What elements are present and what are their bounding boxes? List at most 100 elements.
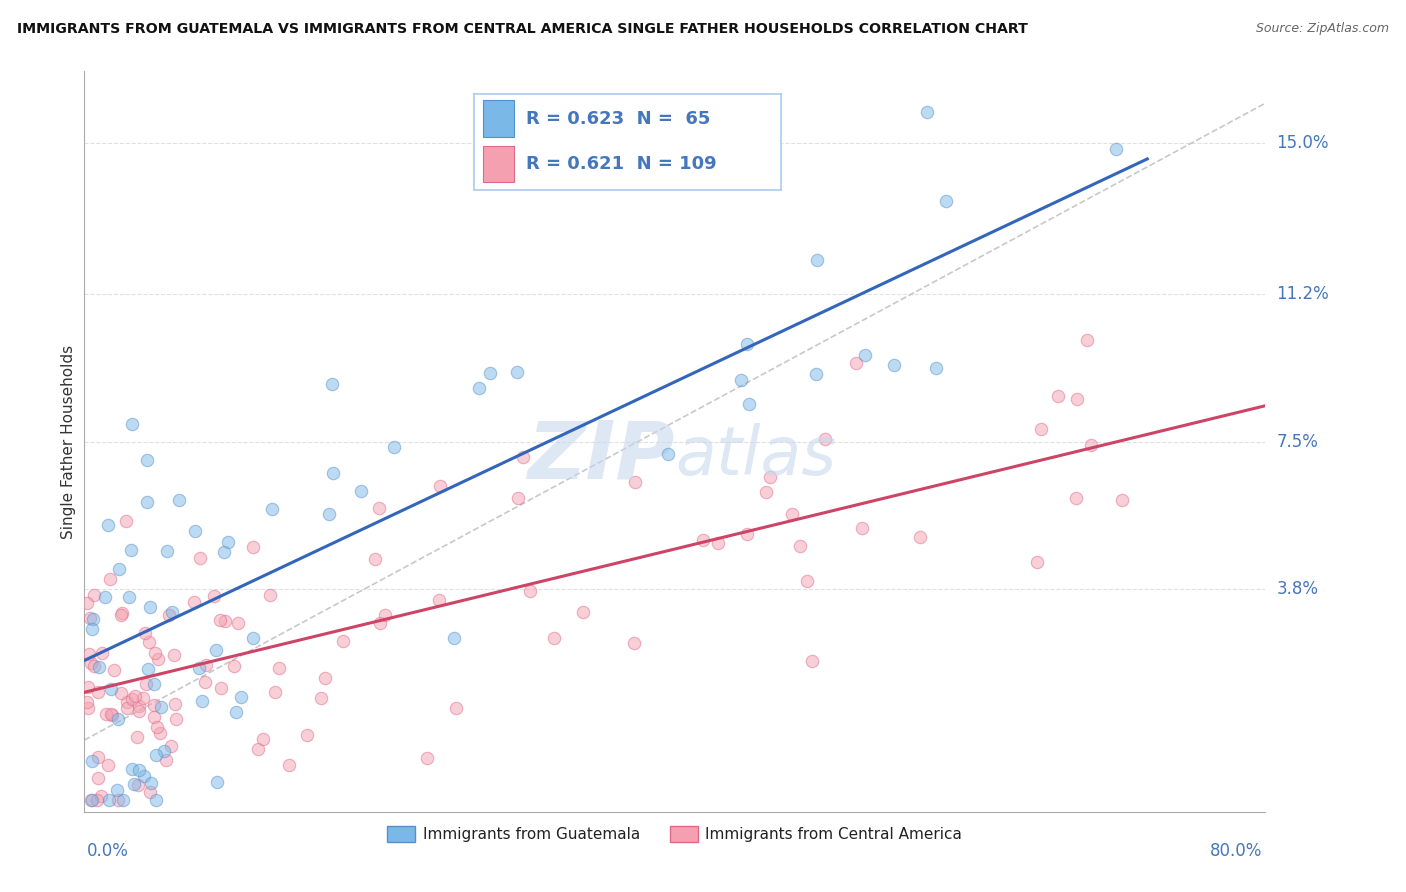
Y-axis label: Single Father Households: Single Father Households [60,344,76,539]
Point [851,521,873,535]
Point [121,691,143,706]
Text: ZIP: ZIP [527,417,675,495]
Point [1064,491,1087,505]
Point [1080,438,1102,452]
Text: 0.0%: 0.0% [87,842,129,860]
Point [623,635,645,649]
Point [1047,389,1070,403]
Point [267,661,290,675]
Point [155,754,177,768]
Point [1105,142,1128,156]
Point [297,727,319,741]
Point [79,611,101,625]
Point [149,726,172,740]
Point [121,417,143,431]
Point [368,501,391,516]
Point [110,607,132,622]
Point [87,771,110,785]
Point [758,470,780,484]
Point [97,518,120,533]
Point [226,615,249,630]
Point [97,757,120,772]
Point [155,544,177,558]
Point [160,739,183,754]
Point [214,614,236,628]
Point [429,479,451,493]
Point [259,588,281,602]
Point [204,643,226,657]
Point [209,681,232,695]
Point [83,588,105,602]
Point [135,495,157,509]
Point [242,540,264,554]
Point [623,475,645,489]
Point [87,750,110,764]
Point [801,655,824,669]
Point [101,708,124,723]
Point [128,705,150,719]
Point [191,694,214,708]
Point [908,530,931,544]
Text: IMMIGRANTS FROM GUATEMALA VS IMMIGRANTS FROM CENTRAL AMERICA SINGLE FATHER HOUSE: IMMIGRANTS FROM GUATEMALA VS IMMIGRANTS … [17,22,1028,37]
Point [77,648,100,662]
Point [194,674,217,689]
Text: 3.8%: 3.8% [1277,580,1319,598]
Point [917,104,939,119]
Point [149,699,172,714]
Point [94,706,117,721]
Point [332,633,354,648]
Point [184,524,207,538]
Point [183,595,205,609]
Point [83,659,105,673]
Point [127,731,149,745]
Point [105,782,128,797]
Point [278,758,301,772]
Point [657,447,679,461]
Text: 80.0%: 80.0% [1211,842,1263,860]
Text: Source: ZipAtlas.com: Source: ZipAtlas.com [1256,22,1389,36]
Point [115,700,138,714]
Point [76,696,98,710]
Point [519,584,541,599]
Point [94,590,117,604]
Point [90,789,112,804]
Point [225,706,247,720]
Point [242,631,264,645]
Point [115,514,138,528]
Point [108,561,131,575]
Point [1031,422,1053,436]
Point [80,656,103,670]
Point [427,593,450,607]
Point [883,359,905,373]
Point [118,590,141,604]
Point [194,658,217,673]
Point [707,536,730,550]
Point [363,552,385,566]
Point [138,600,160,615]
Point [91,646,114,660]
Point [222,659,245,673]
Point [148,652,170,666]
Point [132,769,155,783]
Point [789,540,811,554]
Point [139,785,162,799]
Point [98,572,121,586]
Point [205,775,228,789]
Point [512,450,534,465]
Point [735,337,758,351]
Point [135,453,157,467]
Point [209,613,232,627]
Point [143,677,166,691]
Point [120,542,142,557]
Point [136,662,159,676]
Point [98,793,121,807]
Point [142,709,165,723]
Point [796,574,818,588]
Point [128,699,150,714]
Point [167,492,190,507]
Point [1066,392,1088,407]
Point [382,440,405,454]
Point [145,647,167,661]
Legend: Immigrants from Guatemala, Immigrants from Central America: Immigrants from Guatemala, Immigrants fr… [381,821,969,848]
Point [165,698,187,712]
